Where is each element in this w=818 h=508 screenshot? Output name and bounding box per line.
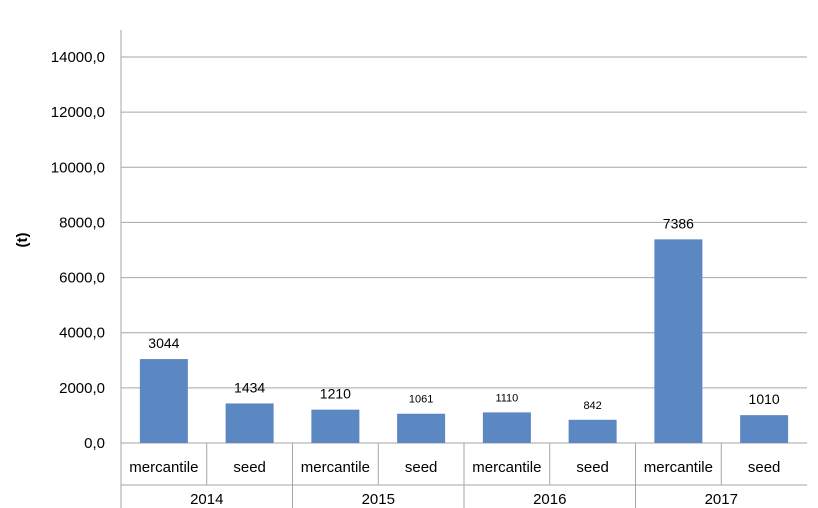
gridlines <box>120 30 807 508</box>
y-tick-label: 6000,0 <box>59 270 105 287</box>
y-tick-label: 10000,0 <box>51 159 105 176</box>
y-tick-label: 0,0 <box>84 435 105 452</box>
x-axis: mercantile seed mercantile seed mercantile se… <box>121 443 807 508</box>
x-category-label: mercantile <box>129 459 198 476</box>
x-category-label: mercantile <box>644 459 713 476</box>
bar <box>654 239 703 443</box>
data-label: 1061 <box>409 394 433 406</box>
bar <box>397 413 446 443</box>
y-tick-label: 12000,0 <box>51 104 105 121</box>
y-tick-label: 14000,0 <box>51 49 105 66</box>
y-tick-label: 4000,0 <box>59 325 105 342</box>
x-group-label: 2015 <box>362 491 395 508</box>
y-axis-label: (t) <box>14 233 31 248</box>
data-label: 7386 <box>663 215 694 231</box>
y-axis-ticks: 0,0 2000,0 4000,0 6000,0 8000,0 10000,0 12000,… <box>51 49 105 452</box>
data-label: 1010 <box>749 391 780 407</box>
x-group-label: 2014 <box>190 491 223 508</box>
x-group-label: 2017 <box>705 491 738 508</box>
bar <box>482 412 531 443</box>
bar <box>139 359 188 443</box>
bar <box>225 403 274 443</box>
data-labels: 3044 1434 1210 1061 1110 842 7386 1010 <box>148 215 780 411</box>
x-category-label: seed <box>405 459 438 476</box>
y-tick-label: 2000,0 <box>59 380 105 397</box>
data-label: 1110 <box>495 392 518 404</box>
bars <box>139 239 789 443</box>
x-category-label: seed <box>748 459 781 476</box>
x-category-label: mercantile <box>472 459 541 476</box>
x-category-label: seed <box>576 459 609 476</box>
x-group-label: 2016 <box>533 491 566 508</box>
y-tick-label: 8000,0 <box>59 214 105 231</box>
bar <box>311 409 360 443</box>
x-category-label: seed <box>233 459 266 476</box>
bar <box>740 415 789 443</box>
bar <box>568 419 617 443</box>
data-label: 3044 <box>148 335 179 351</box>
data-label: 1434 <box>234 379 265 395</box>
x-category-label: mercantile <box>301 459 370 476</box>
data-label: 1210 <box>320 386 351 402</box>
data-label: 842 <box>583 400 601 412</box>
